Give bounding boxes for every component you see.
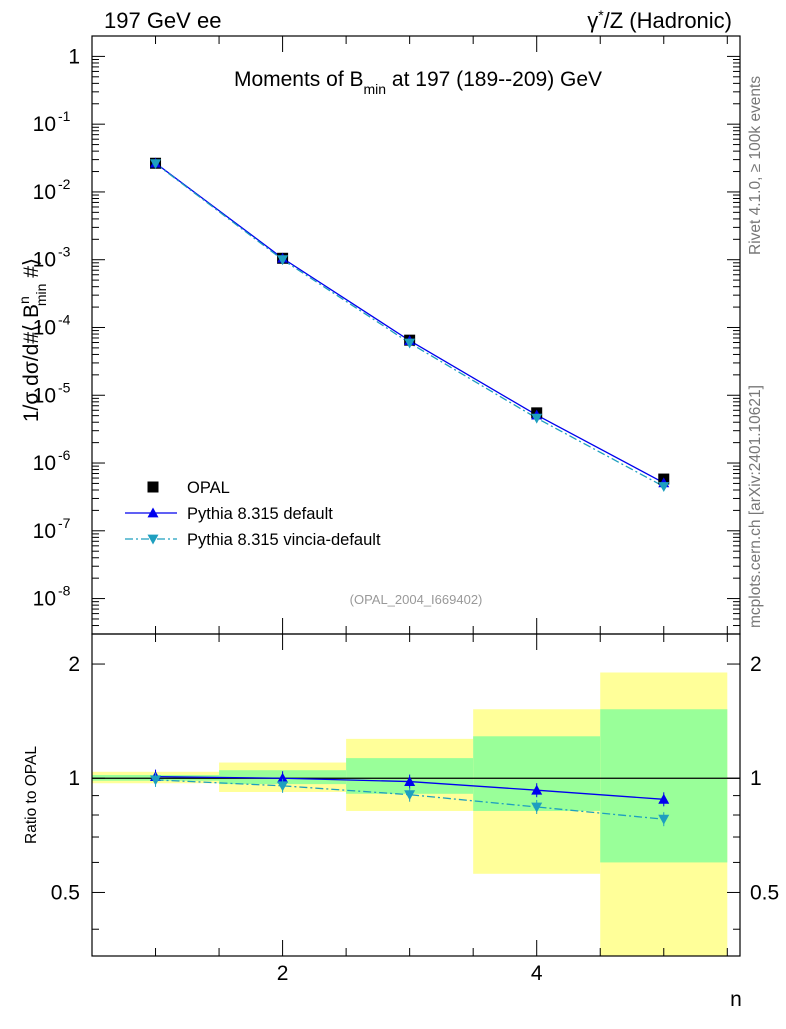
data-point (150, 159, 162, 170)
rivet-label: Rivet 4.1.0, ≥ 100k events (747, 76, 764, 255)
ratio-point (531, 784, 543, 795)
y-tick-label: 10 (33, 113, 56, 136)
ratio-point (531, 802, 543, 813)
legend-label: Pythia 8.315 vincia-default (187, 531, 381, 549)
y-tick-label: 10 (33, 452, 56, 475)
ratio-y-tick-label-right: 0.5 (750, 881, 779, 904)
y-tick-exponent: -4 (58, 311, 71, 327)
x-tick-label: 4 (531, 962, 543, 985)
legend: OPAL Pythia 8.315 default Pythia 8.315 vin… (125, 479, 381, 549)
series-line (155, 162, 665, 484)
y-tick-exponent: -2 (58, 176, 71, 192)
ratio-point (277, 772, 289, 783)
ratio-point (150, 775, 162, 786)
y-tick-label: 10 (33, 520, 56, 543)
x-tick-label: 2 (277, 962, 289, 985)
ratio-y-tick-label-right: 1 (750, 767, 762, 790)
legend-label: OPAL (187, 479, 230, 497)
ratio-series-line (155, 779, 664, 820)
uncertainty-band-green (600, 709, 728, 863)
legend-marker (147, 507, 159, 518)
ratio-panel: 0.5 0.5 1 1 2 2 2 4 Ratio to OPAL n (23, 633, 779, 1011)
y-tick-label: 10 (33, 249, 56, 272)
y-tick-exponent: -1 (58, 108, 71, 124)
ratio-point (404, 790, 416, 801)
y-tick-exponent: -7 (58, 515, 71, 531)
energy-label: 197 GeV ee (104, 8, 221, 33)
ratio-point (404, 776, 416, 786)
ratio-ylabel: Ratio to OPAL (23, 746, 40, 844)
main-ylabel: 1/σ dσ/d#⟨ Bnmin #⟩ (16, 258, 49, 422)
process-label: γ*/Z (Hadronic) (587, 7, 732, 33)
y-tick-exponent: -6 (58, 447, 71, 463)
legend-marker (147, 481, 159, 493)
ratio-y-tick-label: 1 (68, 767, 80, 790)
ratio-y-tick-label-right: 2 (750, 653, 762, 676)
data-point (404, 338, 416, 349)
mcplots-label: mcplots.cern.ch [arXiv:2401.10621] (747, 385, 764, 628)
uncertainty-band-green (473, 736, 601, 811)
ratio-frame (91, 633, 741, 957)
xaxis-label: n (730, 988, 742, 1011)
ratio-point (658, 793, 670, 804)
main-title: Moments of Bmin at 197 (189--209) GeV (234, 68, 602, 97)
legend-label: Pythia 8.315 default (187, 505, 333, 523)
y-tick-exponent: -3 (58, 244, 71, 260)
series-line (155, 163, 665, 488)
ratio-y-tick-label: 2 (68, 653, 80, 676)
ratio-y-tick-label: 0.5 (51, 881, 80, 904)
y-tick-exponent: -5 (58, 379, 71, 395)
data-point (277, 255, 289, 266)
y-tick-label: 10 (33, 316, 56, 339)
y-tick-exponent: -8 (58, 583, 71, 599)
analysis-tag: (OPAL_2004_I669402) (350, 592, 483, 607)
y-tick-label: 10 (33, 588, 56, 611)
ratio-point (658, 814, 670, 825)
ratio-point (277, 781, 289, 792)
y-tick-label: 1 (68, 45, 80, 68)
data-point (531, 413, 543, 424)
main-panel: Moments of Bmin at 197 (189--209) GeV (O… (16, 35, 741, 635)
data-point (658, 482, 670, 493)
legend-marker (147, 534, 159, 545)
y-tick-label: 10 (33, 181, 56, 204)
y-tick-label: 10 (33, 384, 56, 407)
